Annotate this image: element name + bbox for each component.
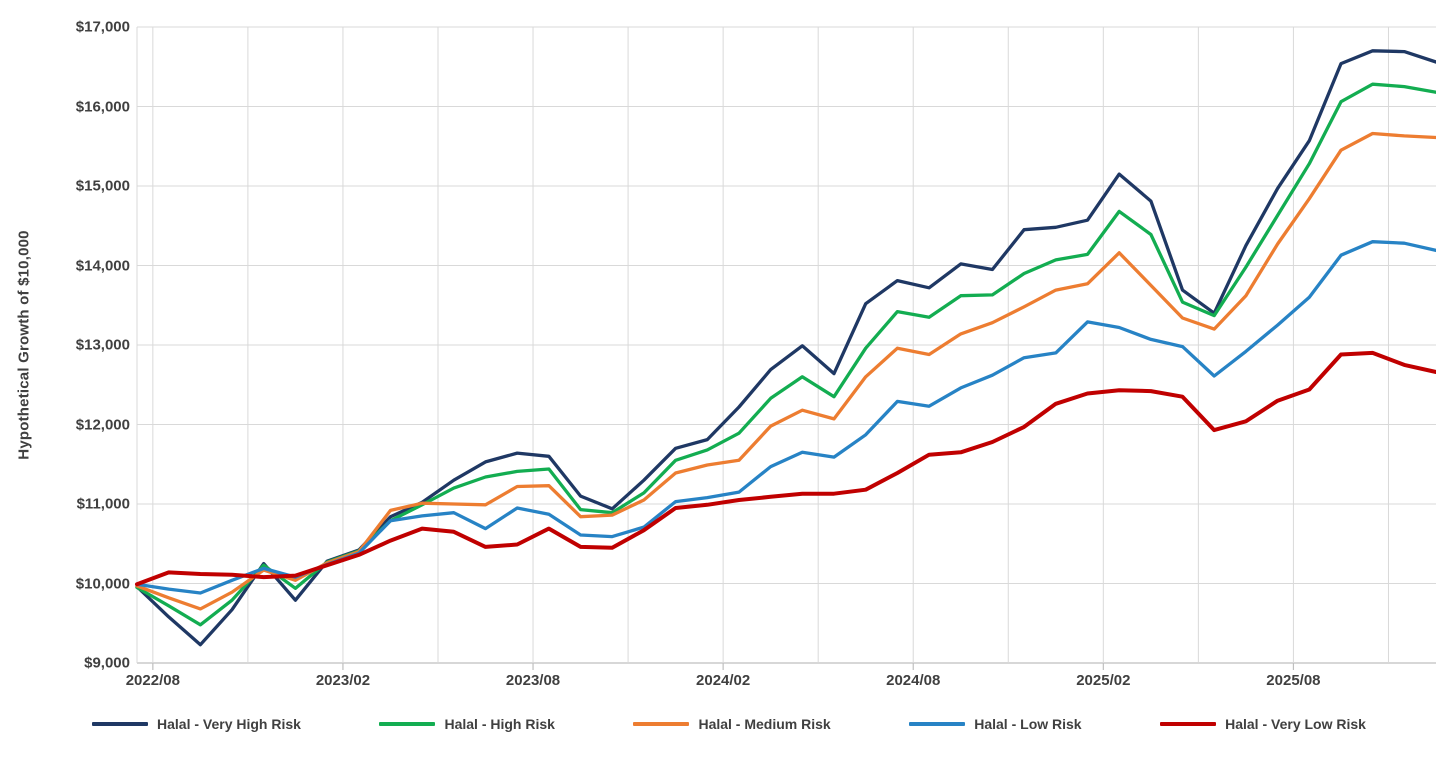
y-tick-label: $16,000: [75, 98, 130, 115]
legend-line-swatch: [92, 722, 148, 726]
y-tick-label: $15,000: [75, 177, 130, 195]
y-tick-label: $9,000: [84, 654, 130, 672]
legend-item: Halal - Very High Risk: [92, 716, 301, 732]
legend-label: Halal - High Risk: [444, 716, 555, 732]
legend-item: Halal - Medium Risk: [633, 716, 831, 732]
y-tick-label: $11,000: [76, 495, 130, 513]
x-tick-label: 2023/08: [505, 672, 561, 689]
legend-line-swatch: [1160, 722, 1217, 726]
y-tick-label: $12,000: [75, 416, 130, 433]
legend-line-swatch: [909, 722, 966, 726]
x-tick-label: 2025/08: [1266, 672, 1321, 689]
legend-item: Halal - Low Risk: [909, 716, 1082, 732]
x-tick-label: 2023/02: [315, 672, 371, 689]
legend-line-swatch: [633, 722, 690, 726]
legend-label: Halal - Medium Risk: [698, 716, 831, 732]
series-line: [135, 131, 1436, 611]
x-tick-label: 2025/02: [1076, 672, 1131, 689]
plot-area: [135, 26, 1436, 670]
legend-label: Halal - Very High Risk: [157, 716, 301, 732]
y-tick-label: $13,000: [75, 336, 130, 354]
y-tick-label: $14,000: [75, 257, 130, 274]
legend-label: Halal - Low Risk: [974, 716, 1082, 732]
series-line: [135, 49, 1436, 647]
legend-line-swatch: [379, 722, 436, 726]
y-axis-title: Hypothetical Growth of $10,000: [15, 230, 33, 460]
legend-label: Halal - Very Low Risk: [1225, 716, 1366, 732]
chart-legend: Halal - Very High Risk Halal - High Risk H…: [92, 711, 1366, 737]
x-tick-label: 2022/08: [125, 672, 180, 689]
series-line: [135, 350, 1436, 587]
legend-item: Halal - High Risk: [379, 716, 555, 732]
y-tick-label: $17,000: [75, 18, 130, 36]
x-tick-label: 2024/02: [696, 672, 751, 689]
y-tick-label: $10,000: [75, 575, 130, 592]
x-tick-label: 2024/08: [886, 672, 941, 689]
legend-item: Halal - Very Low Risk: [1160, 716, 1366, 732]
